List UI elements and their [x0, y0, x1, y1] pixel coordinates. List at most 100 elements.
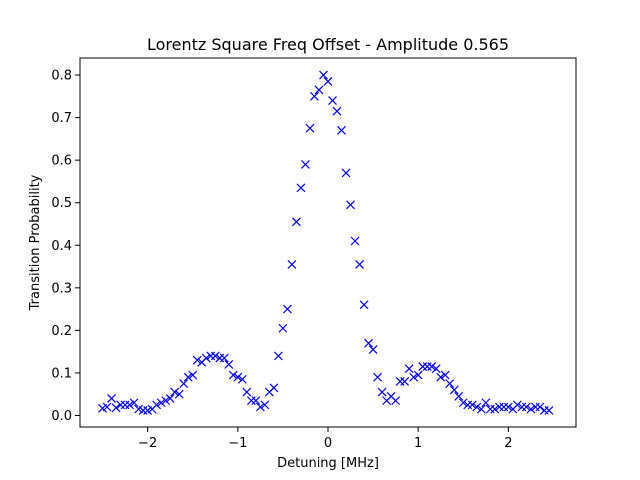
data-point	[341, 168, 351, 178]
x-tick-label: 1	[414, 436, 422, 451]
data-point	[174, 389, 184, 399]
data-point	[355, 259, 364, 269]
y-tick-label: 0.4	[51, 239, 72, 254]
data-point	[125, 400, 135, 410]
data-point	[179, 379, 189, 389]
data-point	[170, 387, 180, 397]
data-point	[337, 125, 346, 135]
data-point	[255, 402, 265, 412]
data-point	[296, 183, 306, 193]
y-tick-label: 0.6	[51, 154, 72, 169]
y-axis: 0.0 0.1 0.2 0.3 0.4 0.5 0.6 0.7 0.8	[51, 69, 80, 424]
data-point	[314, 85, 324, 95]
x-tick-label: 2	[504, 436, 512, 451]
data-point	[395, 377, 405, 386]
data-point	[120, 400, 130, 410]
plot-frame	[79, 57, 577, 428]
y-tick-label: 0.3	[51, 281, 72, 296]
data-point	[237, 374, 247, 384]
data-point	[418, 362, 428, 371]
y-tick-label: 0.5	[51, 196, 72, 211]
data-point	[210, 351, 220, 361]
data-point	[458, 398, 468, 408]
data-point	[521, 402, 531, 412]
data-point	[228, 370, 238, 380]
data-point	[413, 370, 423, 380]
data-point	[499, 402, 509, 412]
data-point	[427, 362, 437, 371]
data-point	[476, 404, 486, 414]
data-point	[540, 405, 549, 415]
y-tick-label: 0.8	[51, 69, 72, 84]
data-point	[449, 385, 459, 395]
data-point	[129, 398, 139, 408]
data-point	[201, 353, 211, 363]
data-point	[503, 402, 513, 412]
data-point	[328, 96, 337, 105]
data-point	[400, 377, 410, 386]
data-point	[512, 400, 522, 410]
data-point	[183, 372, 193, 382]
data-point	[251, 396, 261, 406]
data-point	[260, 400, 270, 410]
data-point	[431, 364, 441, 374]
data-point	[440, 370, 450, 380]
data-point	[391, 396, 401, 406]
data-point	[526, 404, 536, 414]
data-point	[490, 404, 500, 414]
x-axis: −2 −1 0 1 2	[138, 427, 513, 451]
data-point	[373, 372, 383, 382]
data-point	[156, 398, 166, 408]
y-tick-label: 0.1	[51, 366, 72, 381]
data-point	[165, 394, 175, 403]
data-point	[323, 76, 333, 86]
data-point	[467, 400, 477, 410]
data-point	[319, 70, 328, 80]
data-point	[273, 351, 283, 361]
data-point	[544, 405, 554, 415]
data-point	[305, 123, 315, 133]
data-point	[161, 396, 171, 406]
data-point	[102, 402, 112, 412]
x-tick-label: −1	[228, 436, 247, 451]
data-point	[111, 403, 121, 413]
data-point	[278, 323, 288, 333]
data-point	[350, 236, 360, 246]
data-point	[445, 379, 455, 389]
data-point	[332, 106, 342, 116]
data-point	[310, 91, 319, 101]
x-tick-label: 0	[324, 436, 332, 451]
data-point	[233, 372, 243, 382]
data-point	[535, 402, 545, 412]
data-point	[224, 360, 234, 369]
data-point	[364, 338, 374, 348]
chart-title: Lorentz Square Freq Offset - Amplitude 0…	[147, 35, 509, 54]
data-point	[116, 400, 126, 410]
y-tick-label: 0.7	[51, 111, 72, 126]
data-point	[152, 400, 162, 410]
data-point	[107, 394, 116, 403]
data-point	[246, 396, 256, 406]
data-point	[346, 200, 355, 210]
data-point	[192, 355, 202, 365]
x-axis-label: Detuning [MHz]	[277, 456, 379, 471]
data-point	[422, 362, 432, 371]
data-point	[454, 391, 464, 401]
data-point	[409, 372, 419, 382]
data-point	[436, 372, 446, 382]
data-point	[301, 159, 310, 169]
y-tick-label: 0.2	[51, 324, 72, 339]
data-point	[404, 364, 414, 374]
data-point	[219, 353, 229, 363]
y-axis-label: Transition Probability	[28, 174, 43, 311]
data-point	[377, 387, 387, 397]
data-point	[287, 259, 297, 269]
plot-area	[98, 70, 554, 415]
data-point	[269, 383, 279, 393]
data-point	[359, 300, 369, 310]
data-point	[282, 304, 292, 314]
x-tick-label: −2	[138, 436, 157, 451]
data-point	[472, 402, 482, 412]
data-point	[368, 345, 378, 354]
